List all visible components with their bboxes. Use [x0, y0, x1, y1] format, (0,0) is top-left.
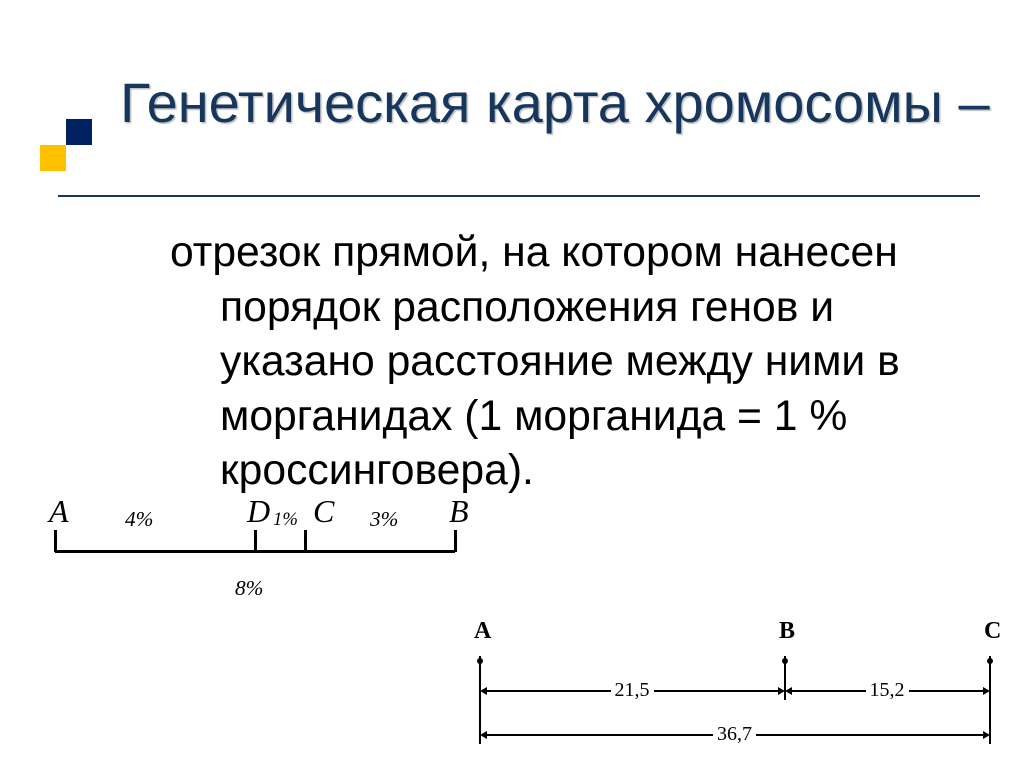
gene-pct-total: 8% [235, 576, 263, 601]
gene-pct-dc: 1% [273, 509, 298, 531]
title-underline-short [58, 195, 100, 197]
gene-map-diagram: ADCB1%4%3%8% [55, 495, 495, 635]
body-text-lines: отрезок прямой, на котором нанесенпорядо… [170, 225, 930, 498]
gene-label-a: A [49, 493, 69, 530]
gene-label-b: B [449, 493, 469, 530]
dim-bc-value: 15,2 [866, 679, 909, 702]
dim-bc-arrow-left [785, 687, 792, 695]
dim-ac-value: 36,7 [713, 723, 756, 746]
dim-ac-arrow-right [983, 731, 990, 739]
dist-label-c: C [984, 618, 1001, 645]
dim-ab-value: 21,5 [611, 679, 654, 702]
dim-bc-arrow-right [983, 687, 990, 695]
gene-pct-cb: 3% [370, 507, 398, 532]
dist-label-a: A [474, 618, 491, 645]
gene-tick-d [254, 530, 257, 552]
gene-tick-a [54, 530, 57, 552]
deco-block-yellow [40, 145, 66, 171]
dim-ac-arrow-left [480, 731, 487, 739]
gene-tick-c [304, 530, 307, 552]
body-paragraph: отрезок прямой, на котором нанесенпорядо… [170, 225, 930, 498]
dim-ab-arrow-right [778, 687, 785, 695]
gene-label-c: C [313, 493, 334, 530]
deco-block-navy [66, 119, 92, 145]
title-underline-long [100, 195, 980, 197]
distance-diagram: ABC21,515,236,7 [480, 618, 1010, 768]
gene-label-d: D [247, 493, 270, 530]
dist-label-b: B [779, 618, 795, 645]
gene-tick-b [454, 530, 457, 552]
page-title: Генетическая карта хромосомы – [120, 70, 990, 135]
dim-ab-arrow-left [480, 687, 487, 695]
gene-pct-ad: 4% [125, 507, 153, 532]
